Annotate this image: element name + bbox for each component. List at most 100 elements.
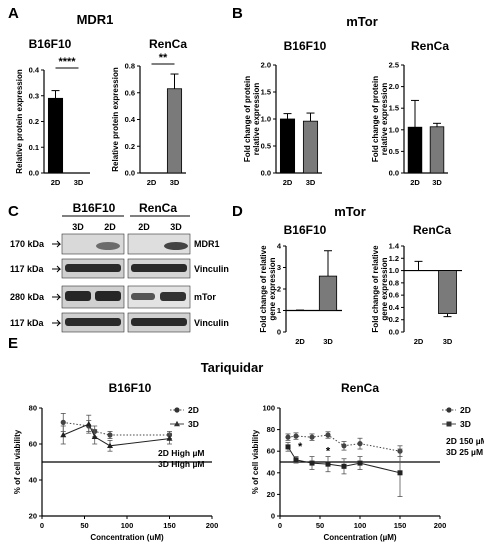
wb-lane-4: 3D xyxy=(170,222,182,232)
panel-letter-b: B xyxy=(232,5,243,22)
wb-band xyxy=(164,242,188,250)
y-axis-label: Fold change of proteinrelative expressio… xyxy=(371,76,389,162)
y-tick-label: 0.8 xyxy=(389,278,399,287)
wb-arrow-icon xyxy=(52,265,62,273)
y-axis-label-line: Fold change of relative xyxy=(371,245,380,333)
y-tick-label: 0.2 xyxy=(389,315,399,324)
data-point xyxy=(285,444,291,450)
y-tick-label: 2 xyxy=(277,285,281,294)
x-tick-label: 3D xyxy=(443,337,453,346)
x-tick-label: 3D xyxy=(306,178,316,187)
chart-title: B16F10 xyxy=(284,39,327,53)
x-tick-label: 50 xyxy=(80,521,88,530)
wb-protein-1: MDR1 xyxy=(194,239,220,249)
bar-chart-a1: B16F10 0.0 0.1 0.2 0.3 0.4 Relative protein ex… xyxy=(15,37,90,187)
data-point xyxy=(85,421,92,427)
y-tick-label: 0.6 xyxy=(389,291,399,300)
wb-arrow-icon xyxy=(52,293,62,301)
panel-letter-c: C xyxy=(8,203,19,220)
wb-arrow-icon xyxy=(52,319,62,327)
y-tick-label: 0.0 xyxy=(29,169,39,178)
data-point xyxy=(309,460,315,466)
data-point xyxy=(293,457,299,463)
y-tick-label: 0.4 xyxy=(125,115,136,124)
x-tick-label: 3D xyxy=(323,337,333,346)
y-tick-label: 1.0 xyxy=(389,125,399,134)
y-axis-label: Fold change of proteinrelative expressio… xyxy=(243,76,261,162)
ic50-note: 3D 25 µM xyxy=(446,447,483,457)
line-chart-e1: B16F10 20 40 60 80 % of cell viability 0 50 100 1… xyxy=(13,381,218,542)
y-axis-label: Fold change of relativegene expression xyxy=(259,245,277,333)
x-tick-label: 3D xyxy=(432,178,442,187)
y-tick-label: 80 xyxy=(267,425,275,434)
wb-kda-4: 117 kDa xyxy=(10,318,45,328)
wb-band xyxy=(160,292,186,301)
wb-band xyxy=(95,291,121,301)
wb-band xyxy=(131,293,155,300)
y-tick-label: 0 xyxy=(271,512,275,521)
y-tick-label: 1.4 xyxy=(389,242,400,251)
y-tick-label: 0.3 xyxy=(29,91,39,100)
y-tick-label: 0.2 xyxy=(29,117,39,126)
y-tick-label: 1.0 xyxy=(389,266,399,275)
x-tick-label: 150 xyxy=(394,521,407,530)
data-point xyxy=(174,420,180,427)
y-tick-label: 0.5 xyxy=(261,142,271,151)
data-point xyxy=(293,433,299,439)
x-axis-label: Concentration (uM) xyxy=(90,533,164,542)
x-tick-label: 2D xyxy=(283,178,293,187)
y-tick-label: 100 xyxy=(262,404,275,413)
y-tick-label: 1 xyxy=(277,306,281,315)
y-tick-label: 40 xyxy=(267,468,275,477)
data-point xyxy=(174,407,180,413)
y-tick-label: 20 xyxy=(267,490,275,499)
y-tick-label: 2.0 xyxy=(389,82,399,91)
charts-layer: B16F10 0.0 0.1 0.2 0.3 0.4 Relative protein ex… xyxy=(13,37,484,542)
y-tick-label: 0.0 xyxy=(261,169,271,178)
x-tick-label: 100 xyxy=(354,521,367,530)
y-axis-label-line: Fold change of protein xyxy=(371,76,380,162)
data-point xyxy=(60,431,67,438)
y-tick-label: 3 xyxy=(277,263,281,272)
wb-lane-1: 3D xyxy=(72,222,84,232)
x-tick-label: 2D xyxy=(414,337,424,346)
mtor-b-section-title: mTor xyxy=(346,14,378,29)
panel-letter-e: E xyxy=(8,335,18,352)
mtor-d-section-title: mTor xyxy=(334,204,366,219)
data-point xyxy=(341,463,347,469)
significance-star: * xyxy=(326,445,331,457)
y-tick-label: 1.2 xyxy=(389,254,399,263)
y-tick-label: 0.4 xyxy=(389,303,400,312)
data-point xyxy=(107,432,113,438)
wb-lane-3: 2D xyxy=(138,222,150,232)
y-tick-label: 40 xyxy=(29,476,37,485)
wb-band xyxy=(131,318,187,326)
x-tick-label: 100 xyxy=(121,521,134,530)
wb-protein-4: Vinculin xyxy=(194,318,229,328)
chart-title: RenCa xyxy=(411,39,449,53)
y-tick-label: 4 xyxy=(277,242,282,251)
significance-stars: ** xyxy=(159,52,168,64)
y-tick-label: 1.5 xyxy=(389,104,399,113)
x-tick-label: 50 xyxy=(316,521,324,530)
y-axis-label: Relative protein expression xyxy=(111,67,120,172)
data-point xyxy=(357,460,363,466)
data-point xyxy=(357,441,363,447)
tariquidar-section-title: Tariquidar xyxy=(201,360,264,375)
data-point xyxy=(309,434,315,440)
panel-letter-a: A xyxy=(8,5,19,22)
x-tick-label: 2D xyxy=(51,178,61,187)
bar xyxy=(318,275,338,311)
x-tick-label: 3D xyxy=(74,178,84,187)
wb-band xyxy=(131,264,187,272)
wb-band xyxy=(96,242,120,250)
bar xyxy=(166,88,183,174)
y-tick-label: 1.5 xyxy=(261,88,271,97)
wb-band xyxy=(65,264,121,272)
x-tick-label: 2D xyxy=(295,337,305,346)
chart-title: RenCa xyxy=(413,223,451,237)
bar xyxy=(438,270,457,314)
